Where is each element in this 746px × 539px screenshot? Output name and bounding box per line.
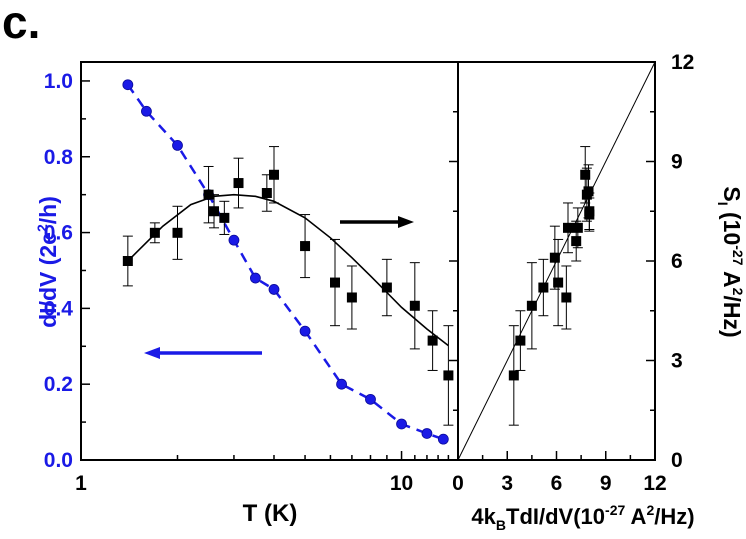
black-data-point	[172, 227, 183, 238]
right-y-label-sup1: -27	[730, 245, 746, 265]
black-data-point	[122, 256, 133, 266]
left-y-tick-label: 0.2	[44, 373, 73, 396]
right-x-tick-label: 6	[551, 472, 563, 495]
right-x-label-sup2: 2	[646, 502, 654, 518]
right-y-label-sup2: 2	[730, 288, 746, 296]
black-data-point	[149, 227, 160, 238]
right-y-tick-label: 12	[671, 51, 694, 74]
right-y-label-mid: (10	[719, 206, 745, 246]
right-y-label-tail: /Hz)	[719, 295, 745, 337]
black-data-point	[233, 178, 244, 189]
panel-label: c.	[2, 0, 40, 48]
right-y-tick-label: 3	[671, 350, 683, 373]
noise-data-point	[562, 222, 573, 233]
right-y-tick-label: 9	[671, 151, 683, 174]
left-plot-frame	[80, 61, 459, 461]
left-y-tick-label: 0.8	[44, 146, 74, 169]
blue-data-point	[172, 139, 183, 151]
right-y-tick-label: 6	[671, 250, 683, 273]
left-y-tick-label: 0.0	[44, 449, 73, 472]
blue-data-point	[336, 378, 347, 390]
blue-data-point	[421, 428, 433, 439]
right-x-tick-label: 3	[501, 472, 513, 495]
noise-data-point	[515, 335, 526, 346]
black-data-point	[219, 212, 230, 223]
blue-data-point	[268, 284, 280, 295]
noise-data-point	[553, 277, 564, 288]
right-x-label-sup1: -27	[605, 502, 625, 518]
black-data-point	[268, 169, 279, 180]
noise-data-point	[508, 370, 519, 381]
blue-data-point	[365, 393, 376, 405]
black-data-point	[330, 277, 341, 288]
blue-data-point	[122, 79, 134, 91]
black-data-point	[409, 300, 420, 311]
black-data-point	[203, 189, 214, 200]
right-x-axis-label: 4kBTdI/dV(10-27 A2/Hz)	[471, 502, 694, 533]
blue-data-point	[250, 272, 261, 284]
right-y-tick-label: 0	[671, 449, 683, 472]
left-y-axis-label: dI/dV (2e2/h)	[34, 196, 61, 328]
right-x-tick-label: 9	[600, 472, 612, 495]
right-y-label-mid2: A	[719, 265, 745, 287]
right-x-label-sub: B	[496, 517, 506, 533]
left-y-label-main: dI/dV (2e	[35, 232, 61, 328]
left-y-label-tail: /h)	[35, 196, 61, 224]
right-x-tick-label: 0	[452, 472, 464, 495]
black-data-point	[443, 370, 454, 381]
left-x-axis-label: T (K)	[243, 500, 298, 527]
noise-data-point	[571, 236, 582, 247]
x-tick-label: 1	[75, 472, 87, 495]
right-y-label-pre: S	[719, 186, 745, 201]
right-y-axis-label: SI (10-27 A2/Hz)	[715, 186, 746, 337]
left-y-tick-label: 1.0	[44, 70, 73, 93]
noise-data-point	[583, 186, 594, 197]
blue-data-point	[396, 418, 407, 430]
noise-data-point	[561, 292, 572, 303]
left-y-tick-label: 0.4	[44, 297, 74, 320]
blue-dashed-line	[126, 83, 444, 441]
noise-data-point	[580, 169, 591, 180]
blue-data-point	[299, 325, 311, 337]
left-y-label-sup: 2	[34, 224, 50, 232]
blue-data-point	[228, 234, 240, 246]
black-data-point	[209, 206, 220, 217]
noise-data-point	[538, 282, 549, 293]
right-x-label-mid: TdI/dV(10	[506, 504, 605, 529]
right-x-tick-label: 12	[643, 472, 666, 495]
left-y-tick-label: 0.6	[44, 222, 73, 245]
blue-data-point	[437, 433, 449, 445]
noise-data-point	[572, 222, 583, 233]
x-tick-label: 10	[390, 472, 413, 495]
black-data-point	[300, 241, 311, 252]
blue-data-point	[141, 105, 152, 117]
left-arrow-head	[144, 347, 160, 359]
black-data-point	[261, 188, 272, 199]
right-x-label-mid2: A	[625, 504, 646, 529]
right-y-label-sub: I	[715, 202, 731, 206]
noise-data-point	[526, 300, 537, 311]
black-data-point	[381, 282, 392, 293]
black-data-point	[346, 292, 357, 303]
right-arrow-head	[398, 216, 414, 228]
right-x-label-pre: 4k	[471, 504, 496, 529]
left-plot: 1 10 0.0 0.2 0.4 0.6 0.8 1.0	[44, 61, 459, 495]
noise-data-point	[584, 206, 595, 217]
right-x-label-tail: /Hz)	[654, 504, 694, 529]
noise-data-point	[549, 252, 560, 263]
black-data-point	[427, 335, 438, 346]
